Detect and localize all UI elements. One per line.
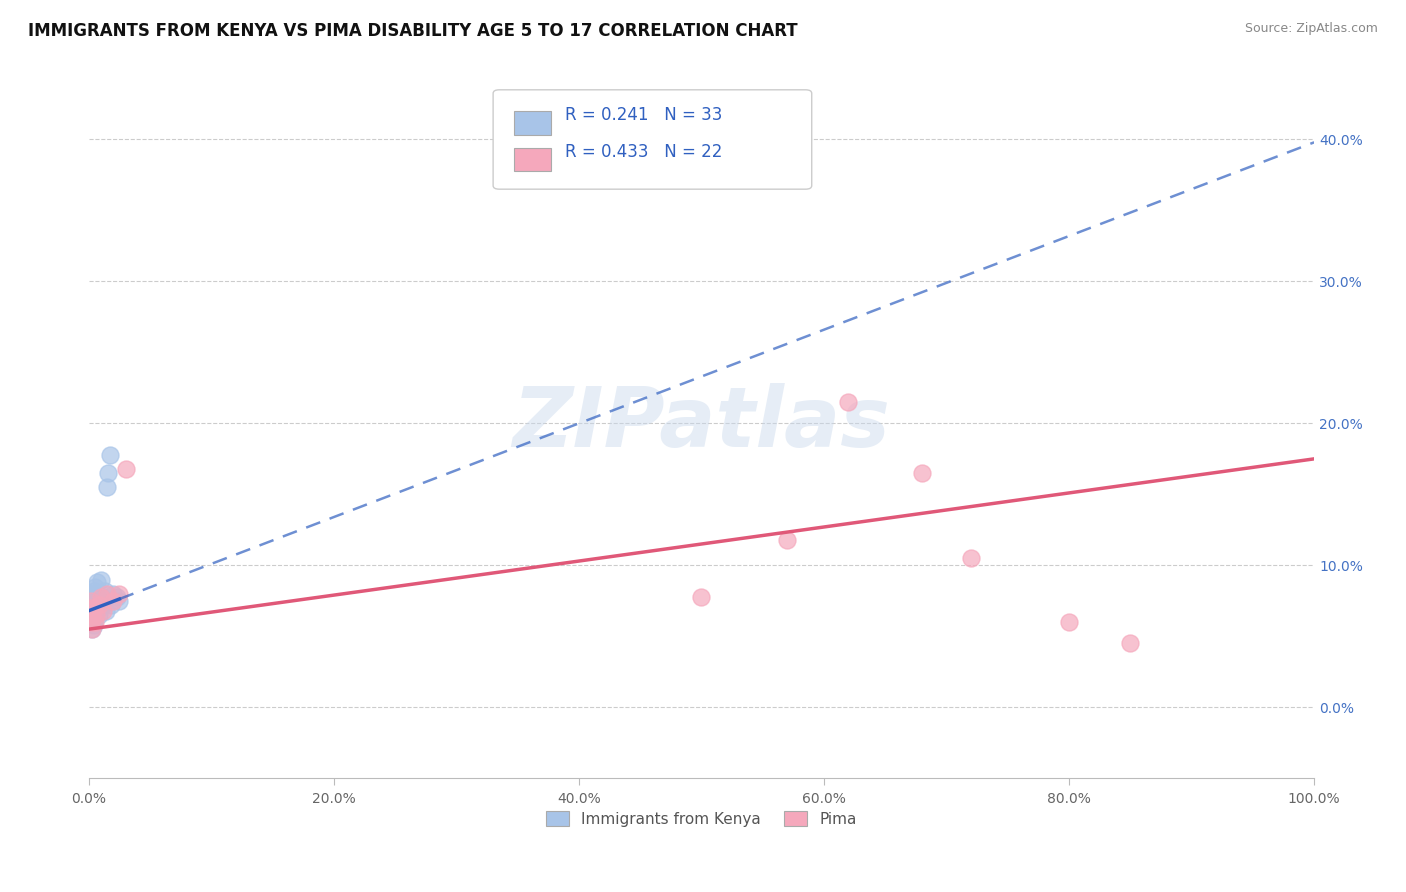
Point — [91, 590, 114, 604]
Point — [105, 590, 128, 604]
Point — [83, 583, 105, 598]
Point — [84, 587, 107, 601]
Point — [86, 575, 108, 590]
Point — [93, 583, 115, 598]
Point — [89, 600, 111, 615]
Legend: Immigrants from Kenya, Pima: Immigrants from Kenya, Pima — [538, 803, 865, 834]
Point — [108, 594, 131, 608]
Point — [90, 590, 112, 604]
Point — [83, 618, 105, 632]
Point — [776, 533, 799, 547]
Point — [83, 611, 105, 625]
FancyBboxPatch shape — [515, 147, 551, 171]
Point — [80, 615, 103, 629]
Point — [96, 587, 118, 601]
Text: R = 0.241   N = 33: R = 0.241 N = 33 — [565, 105, 723, 124]
Point — [84, 607, 107, 622]
Point — [87, 607, 110, 622]
Point — [96, 480, 118, 494]
Point — [83, 600, 105, 615]
Text: Source: ZipAtlas.com: Source: ZipAtlas.com — [1244, 22, 1378, 36]
Point — [98, 448, 121, 462]
Point — [80, 594, 103, 608]
Point — [100, 598, 122, 612]
Point — [82, 607, 104, 622]
Point — [93, 598, 115, 612]
Point — [83, 600, 105, 615]
Point — [80, 587, 103, 601]
Point — [80, 615, 103, 629]
Point — [960, 551, 983, 566]
Point — [1057, 615, 1080, 629]
Point — [83, 580, 105, 594]
Text: IMMIGRANTS FROM KENYA VS PIMA DISABILITY AGE 5 TO 17 CORRELATION CHART: IMMIGRANTS FROM KENYA VS PIMA DISABILITY… — [28, 22, 797, 40]
FancyBboxPatch shape — [494, 90, 811, 189]
Point — [93, 604, 115, 618]
Point — [82, 622, 104, 636]
Point — [108, 587, 131, 601]
Point — [79, 604, 101, 618]
Point — [97, 466, 120, 480]
Point — [90, 573, 112, 587]
Point — [83, 594, 105, 608]
Point — [80, 598, 103, 612]
Point — [837, 395, 859, 409]
Point — [87, 598, 110, 612]
Point — [82, 622, 104, 636]
Text: ZIPatlas: ZIPatlas — [513, 383, 890, 464]
Point — [86, 597, 108, 611]
Text: R = 0.433   N = 22: R = 0.433 N = 22 — [565, 143, 723, 161]
Point — [87, 592, 110, 607]
Point — [1119, 636, 1142, 650]
Point — [82, 607, 104, 622]
FancyBboxPatch shape — [515, 111, 551, 135]
Point — [79, 594, 101, 608]
Point — [911, 466, 934, 480]
Point — [103, 594, 125, 608]
Point — [79, 600, 101, 615]
Point — [94, 604, 117, 618]
Point — [82, 590, 104, 604]
Point — [690, 590, 713, 604]
Point — [103, 587, 125, 601]
Point — [83, 615, 105, 629]
Point — [84, 604, 107, 618]
Point — [114, 462, 136, 476]
